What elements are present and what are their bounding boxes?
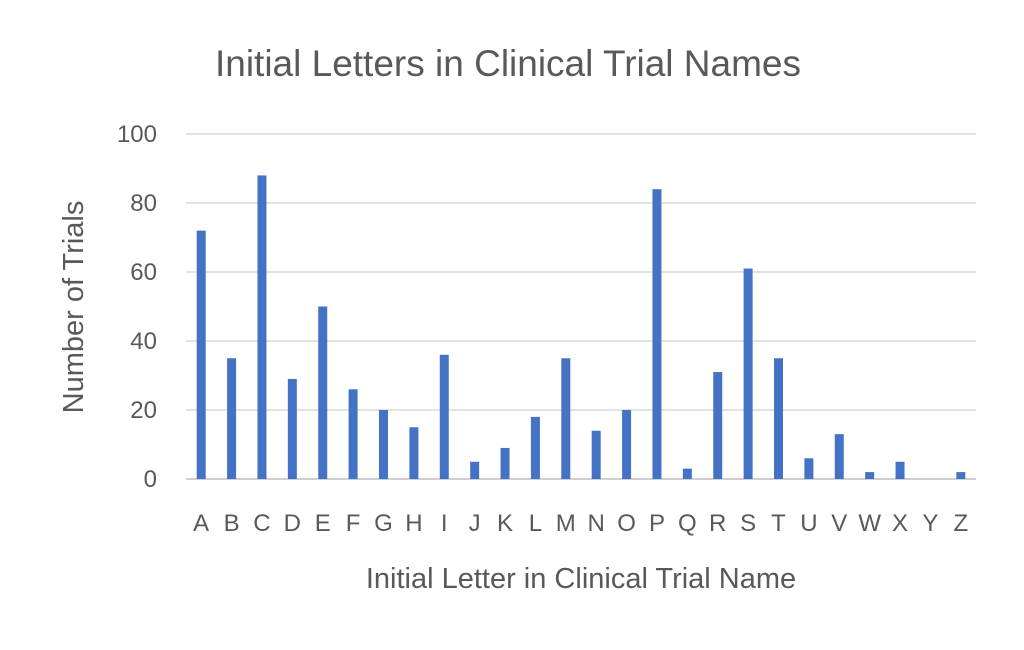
bar-z xyxy=(956,472,966,479)
y-tick-label: 40 xyxy=(130,328,157,355)
x-tick-label: F xyxy=(346,510,361,537)
x-tick-label: C xyxy=(253,510,270,537)
bar-b xyxy=(227,358,237,479)
x-tick-label: J xyxy=(469,510,481,537)
bar-n xyxy=(591,430,601,479)
x-tick-label: D xyxy=(284,510,301,537)
bar-p xyxy=(652,189,662,479)
y-tick-label: 80 xyxy=(130,190,157,217)
chart-title: Initial Letters in Clinical Trial Names xyxy=(215,43,801,84)
x-tick-label: E xyxy=(315,510,331,537)
x-tick-label: Y xyxy=(922,510,938,537)
x-tick-label: L xyxy=(529,510,542,537)
x-tick-label: R xyxy=(709,510,726,537)
y-tick-label: 0 xyxy=(144,466,157,493)
gridlines xyxy=(186,133,976,480)
bar-w xyxy=(865,472,875,479)
x-tick-label: P xyxy=(649,510,665,537)
bars xyxy=(196,175,966,479)
bar-m xyxy=(561,358,571,479)
bar-h xyxy=(409,427,419,479)
bar-k xyxy=(500,447,510,479)
x-tick-label: U xyxy=(800,510,817,537)
bar-u xyxy=(804,458,814,479)
x-tick-label: A xyxy=(193,510,209,537)
x-tick-label: Z xyxy=(953,510,968,537)
x-tick-label: T xyxy=(771,510,786,537)
bar-c xyxy=(257,175,267,479)
bar-g xyxy=(379,410,388,479)
bar-a xyxy=(196,230,206,479)
x-tick-label: G xyxy=(374,510,393,537)
x-tick-label: M xyxy=(556,510,576,537)
y-axis-ticks: 0 20 40 60 80 100 xyxy=(117,121,157,493)
x-tick-label: B xyxy=(224,510,240,537)
y-tick-label: 60 xyxy=(130,259,157,286)
y-axis-title: Number of Trials xyxy=(58,201,90,414)
bar-s xyxy=(743,268,753,479)
x-tick-label: X xyxy=(892,510,908,537)
bar-x xyxy=(895,461,905,479)
bar-t xyxy=(774,358,783,479)
x-axis-title: Initial Letter in Clinical Trial Name xyxy=(366,563,796,595)
bar-j xyxy=(470,461,480,479)
x-tick-label: H xyxy=(405,510,422,537)
y-tick-label: 20 xyxy=(130,397,157,424)
x-tick-label: O xyxy=(617,510,636,537)
bar-v xyxy=(834,434,844,479)
bar-q xyxy=(682,468,692,479)
bar-r xyxy=(713,372,723,479)
x-tick-label: S xyxy=(740,510,756,537)
x-tick-label: I xyxy=(441,510,448,537)
x-tick-label: Q xyxy=(678,510,697,537)
x-tick-label: N xyxy=(588,510,605,537)
bar-e xyxy=(318,306,328,479)
x-tick-label: K xyxy=(497,510,513,537)
bar-l xyxy=(530,416,540,479)
bar-f xyxy=(348,389,358,479)
x-tick-label: V xyxy=(831,510,847,537)
y-tick-label: 100 xyxy=(117,121,157,148)
bar-d xyxy=(287,378,297,479)
bar-i xyxy=(439,354,449,479)
x-tick-label: W xyxy=(858,510,881,537)
bar-o xyxy=(622,410,632,479)
